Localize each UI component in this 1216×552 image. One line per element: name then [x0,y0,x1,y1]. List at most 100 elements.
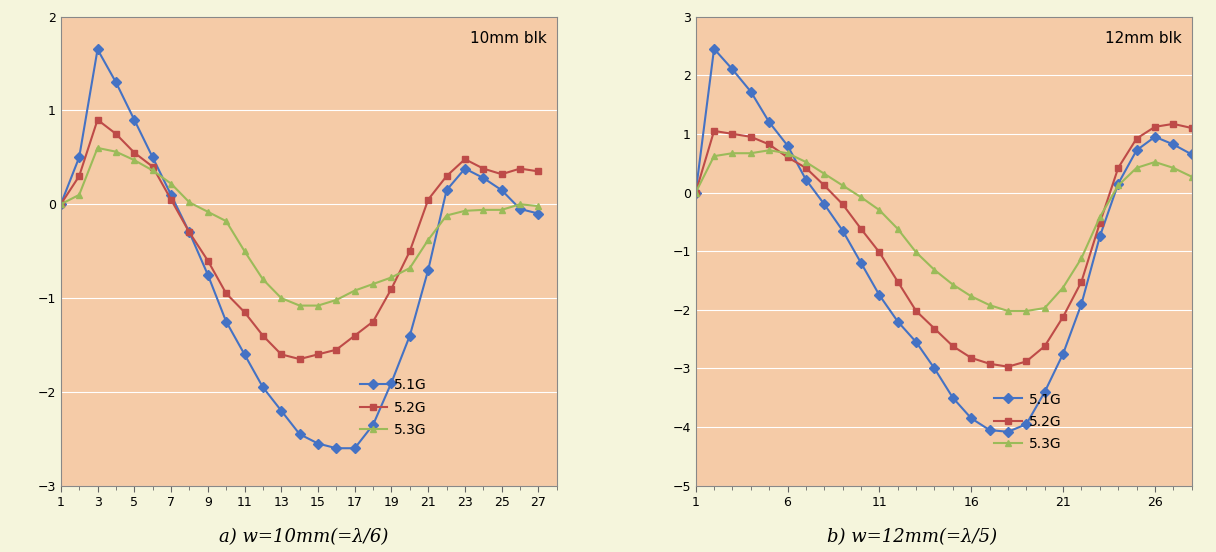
5.2G [126,150,141,156]
5.2G [946,343,961,349]
5.2G [983,360,997,367]
5.1G [1055,351,1070,357]
5.1G [762,119,777,125]
5.2G [762,141,777,148]
5.1G [475,174,490,181]
5.3G [854,194,868,200]
5.1G [817,201,832,208]
5.3G [54,201,68,208]
5.3G [1184,173,1199,180]
5.1G [421,267,435,273]
5.3G [475,206,490,213]
5.2G [743,134,758,140]
5.1G [311,440,326,447]
Line: 5.2G: 5.2G [692,120,1195,370]
5.1G [835,227,850,234]
5.3G [237,248,252,254]
5.2G [292,355,306,362]
5.2G [964,354,979,361]
5.1G [402,332,417,339]
5.1G [274,407,288,414]
5.1G [946,395,961,401]
Line: 5.1G: 5.1G [57,46,542,452]
5.3G [421,237,435,243]
5.1G [725,66,739,73]
5.3G [781,150,795,157]
5.1G [164,192,179,198]
5.3G [908,249,923,256]
5.1G [237,351,252,358]
5.3G [762,147,777,153]
5.1G [1130,147,1144,153]
5.2G [495,171,510,178]
5.2G [835,201,850,208]
5.3G [1001,307,1015,314]
5.3G [1037,305,1052,311]
Text: b) w=12mm(=λ/5): b) w=12mm(=λ/5) [827,528,997,546]
5.3G [72,192,86,198]
5.1G [1019,421,1034,427]
5.1G [201,272,215,278]
5.3G [743,150,758,157]
5.2G [439,173,454,179]
5.2G [54,201,68,208]
5.1G [219,318,233,325]
5.2G [237,309,252,316]
5.1G [743,88,758,95]
5.1G [1001,428,1015,435]
5.1G [1166,141,1181,148]
5.3G [817,171,832,177]
Line: 5.3G: 5.3G [57,145,542,309]
5.2G [146,163,161,170]
5.2G [1055,314,1070,320]
5.1G [366,422,381,428]
5.1G [72,154,86,161]
5.3G [1055,284,1070,291]
5.3G [348,287,362,294]
5.3G [799,159,814,166]
5.2G [384,285,399,292]
5.2G [201,257,215,264]
5.1G [964,415,979,422]
5.1G [90,46,105,53]
5.3G [1148,159,1162,166]
5.1G [890,318,905,325]
5.2G [908,307,923,314]
5.1G [854,259,868,266]
5.3G [90,145,105,151]
5.1G [531,210,546,217]
5.2G [348,332,362,339]
5.1G [126,116,141,123]
5.1G [927,365,941,372]
5.3G [688,189,703,196]
5.2G [108,131,123,137]
5.3G [946,282,961,288]
5.3G [725,150,739,157]
5.1G [146,154,161,161]
Line: 5.3G: 5.3G [692,147,1195,315]
5.2G [1037,343,1052,349]
5.2G [1074,278,1088,285]
5.2G [890,278,905,285]
5.1G [908,339,923,346]
5.2G [90,116,105,123]
5.3G [164,181,179,187]
5.1G [513,206,528,213]
5.3G [513,201,528,208]
Text: 10mm blk: 10mm blk [471,31,547,46]
5.3G [927,267,941,273]
5.3G [835,182,850,189]
5.2G [531,168,546,174]
5.2G [725,131,739,137]
5.2G [274,351,288,358]
5.2G [1001,363,1015,370]
5.3G [457,208,472,214]
5.2G [311,351,326,358]
5.3G [1111,182,1126,189]
5.1G [688,189,703,196]
5.3G [1019,307,1034,314]
5.1G [495,187,510,193]
5.1G [799,176,814,183]
5.3G [1166,164,1181,171]
Text: a) w=10mm(=λ/6): a) w=10mm(=λ/6) [219,528,389,546]
